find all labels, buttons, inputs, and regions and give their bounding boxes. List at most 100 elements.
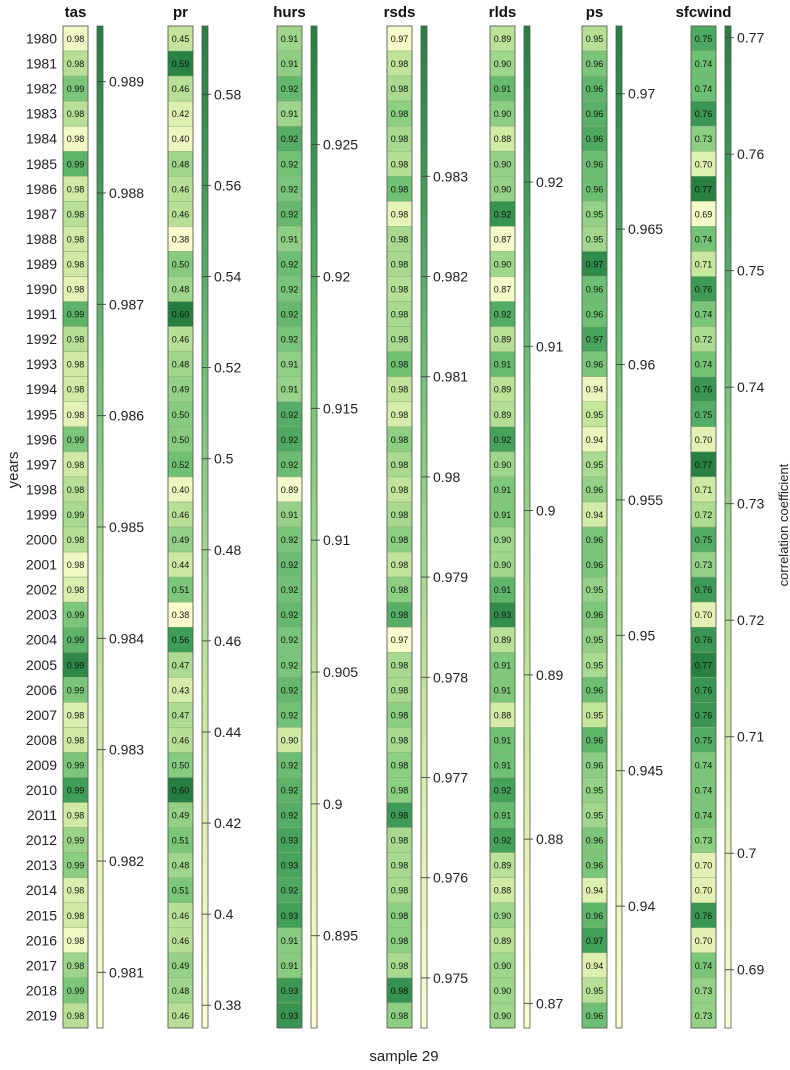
cell-value-label: 0.71	[695, 259, 713, 269]
colorbar-tick-label: 0.97	[628, 86, 655, 102]
colorbar-tick-label: 0.71	[737, 729, 764, 745]
cell-value-label: 0.74	[695, 760, 713, 770]
cell-value-label: 0.98	[67, 184, 85, 194]
heatmap-cell	[167, 476, 194, 503]
colorbar-tick-label: 0.48	[214, 542, 241, 558]
cell-value-label: 0.98	[67, 209, 85, 219]
colorbar-tick-label: 0.986	[109, 408, 144, 424]
cell-value-label: 0.88	[494, 710, 512, 720]
cell-value-label: 0.95	[586, 34, 604, 44]
cell-value-label: 0.98	[391, 410, 409, 420]
cell-value-label: 0.90	[494, 535, 512, 545]
cell-value-label: 0.96	[586, 535, 604, 545]
heatmap-cell	[690, 677, 717, 703]
year-label: 1986	[26, 181, 57, 197]
heatmap-cell	[167, 927, 194, 954]
cell-value-label: 0.91	[494, 735, 512, 745]
cell-value-label: 0.98	[391, 861, 409, 871]
cell-value-label: 0.49	[172, 385, 190, 395]
colorbar-tick-label: 0.984	[109, 630, 144, 646]
heatmap-cell	[581, 576, 608, 603]
colorbar-tick-label: 0.983	[433, 168, 468, 184]
cell-value-label: 0.90	[494, 259, 512, 269]
cell-value-label: 0.97	[391, 635, 409, 645]
year-label: 1982	[26, 81, 57, 97]
heatmap-cell	[62, 1002, 89, 1029]
cell-value-label: 0.91	[281, 360, 299, 370]
heatmap-cell	[581, 977, 608, 1004]
cell-value-label: 0.99	[67, 610, 85, 620]
heatmap-cell	[690, 326, 717, 352]
heatmap-cell	[62, 927, 89, 954]
cell-value-label: 0.77	[695, 184, 713, 194]
colorbar-tick-label: 0.982	[433, 269, 468, 285]
heatmap-cell	[690, 201, 717, 227]
heatmap-cell	[386, 727, 413, 753]
cell-value-label: 0.40	[172, 485, 190, 495]
year-label: 1981	[26, 56, 57, 72]
cell-value-label: 0.95	[586, 460, 604, 470]
cell-value-label: 0.98	[391, 285, 409, 295]
cell-value-label: 0.74	[695, 59, 713, 69]
colorbar-tick-label: 0.978	[433, 669, 468, 685]
heatmap-cell	[62, 351, 89, 377]
cell-value-label: 0.89	[494, 335, 512, 345]
cell-value-label: 0.70	[695, 435, 713, 445]
heatmap-cell	[62, 677, 89, 703]
cell-value-label: 0.73	[695, 1011, 713, 1021]
cell-value-label: 0.98	[391, 811, 409, 821]
cell-value-label: 0.89	[494, 936, 512, 946]
heatmap-cell	[386, 551, 413, 578]
cell-value-label: 0.98	[67, 560, 85, 570]
colorbar-tick-label: 0.87	[536, 995, 563, 1011]
heatmap-cell	[62, 977, 89, 1004]
cell-value-label: 0.92	[281, 84, 299, 94]
heatmap-cell	[167, 50, 194, 77]
variable-panels: tas 0.98 0.98 0.99 0.98 0.98 0.99 0.98 0.98 0.98 0…	[62, 4, 764, 1029]
cell-value-label: 0.74	[695, 84, 713, 94]
cell-value-label: 0.60	[172, 786, 190, 796]
cell-value-label: 0.98	[391, 485, 409, 495]
heatmap-cell	[690, 752, 717, 778]
colorbar-tick-label: 0.73	[737, 496, 764, 512]
cell-value-label: 0.98	[391, 134, 409, 144]
cell-value-label: 0.98	[391, 836, 409, 846]
cell-value-label: 0.96	[586, 134, 604, 144]
heatmap-cell	[276, 426, 303, 453]
cell-value-label: 0.92	[281, 660, 299, 670]
year-label: 1992	[26, 331, 57, 347]
cell-value-label: 0.46	[172, 936, 190, 946]
cell-value-label: 0.98	[391, 335, 409, 345]
heatmap-cell	[489, 977, 516, 1004]
cell-value-label: 0.49	[172, 535, 190, 545]
heatmap-cell	[581, 551, 608, 578]
colorbar-tick-label: 0.91	[323, 532, 350, 548]
heatmap-cell	[690, 727, 717, 753]
heatmap-cell	[386, 226, 413, 252]
panel-title: hurs	[273, 4, 306, 21]
colorbar-tick-label: 0.69	[737, 962, 764, 978]
year-label: 2006	[26, 682, 57, 698]
heatmap-cell	[386, 526, 413, 553]
colorbar-tick-label: 0.985	[109, 519, 144, 535]
heatmap-cell	[167, 601, 194, 628]
cell-value-label: 0.47	[172, 660, 190, 670]
cell-value-label: 0.98	[67, 485, 85, 495]
cell-value-label: 0.91	[281, 961, 299, 971]
heatmap-cell	[62, 50, 89, 77]
cell-value-label: 0.98	[391, 936, 409, 946]
cell-value-label: 0.71	[695, 485, 713, 495]
cell-value-label: 0.90	[494, 59, 512, 69]
heatmap-cell	[489, 426, 516, 453]
cell-value-label: 0.76	[695, 285, 713, 295]
heatmap-cell	[489, 1002, 516, 1029]
cell-value-label: 0.76	[695, 585, 713, 595]
colorbar-tick-label: 0.979	[433, 569, 468, 585]
heatmap-cell	[276, 151, 303, 177]
cell-value-label: 0.92	[281, 786, 299, 796]
cell-value-label: 0.92	[281, 610, 299, 620]
heatmap-cell	[386, 151, 413, 177]
colorbar	[724, 25, 732, 1029]
cell-value-label: 0.99	[67, 786, 85, 796]
heatmap-cell	[581, 100, 608, 127]
